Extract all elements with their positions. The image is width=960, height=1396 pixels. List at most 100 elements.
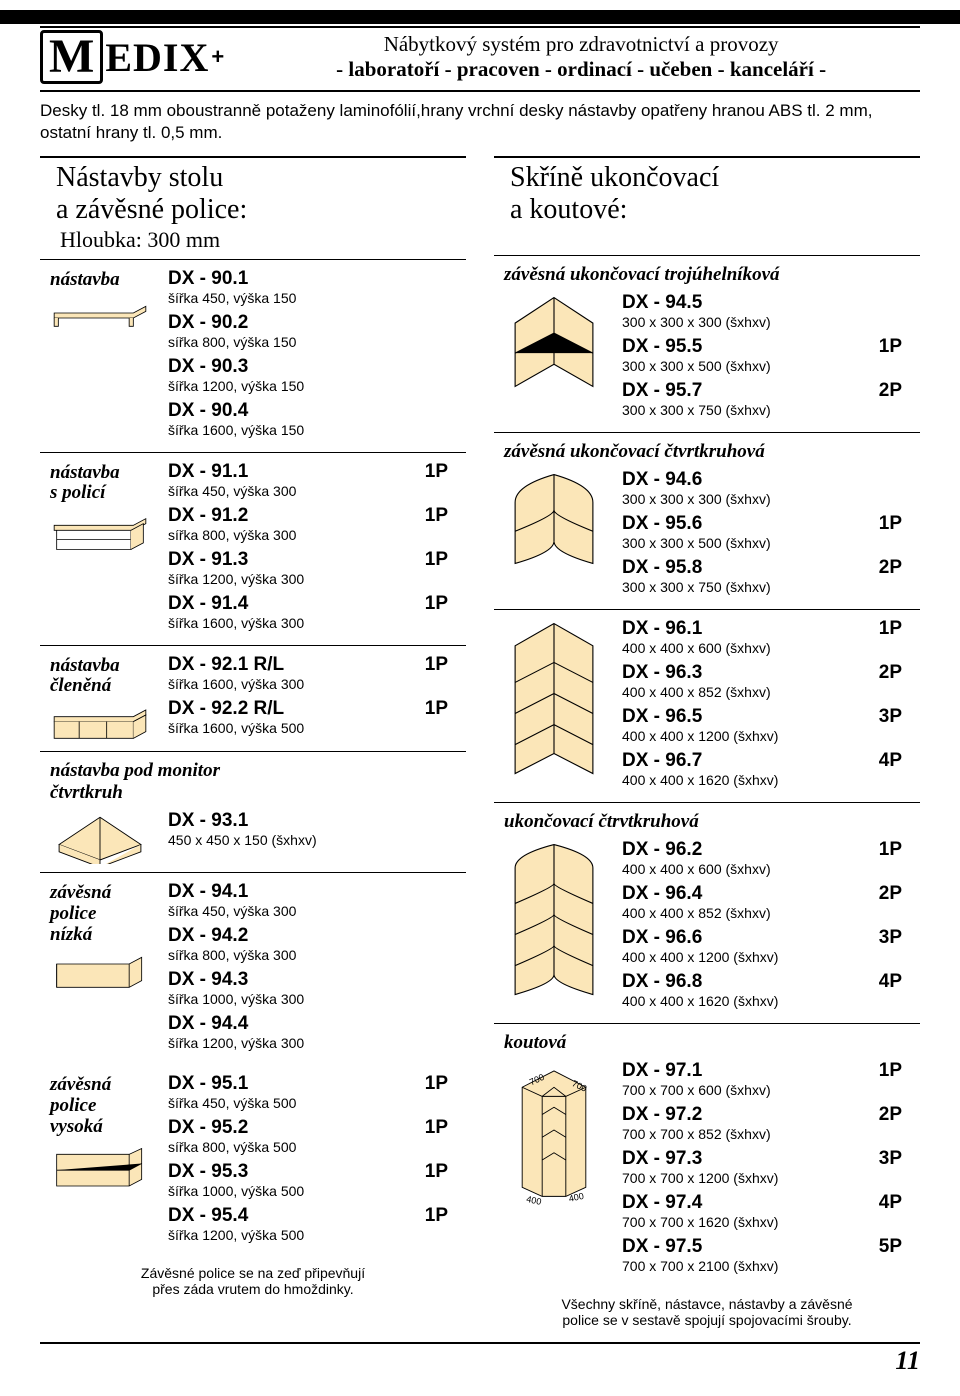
product-code: DX - 91.3 (168, 549, 248, 571)
columns: Nástavby stolua závěsné police: Hloubka:… (40, 156, 920, 1327)
product-code: DX - 95.6 (622, 513, 702, 535)
right-footnote: Všechny skříně, nástavce, nástavby a záv… (494, 1288, 920, 1328)
section-icon-hold (494, 469, 612, 601)
svg-text:400: 400 (525, 1194, 542, 1205)
shelf-count-badge: 2P (879, 883, 920, 905)
shelf-count-badge: 1P (879, 513, 920, 535)
left-title: Nástavby stolua závěsné police: (40, 158, 466, 226)
shelf-count-badge: 1P (425, 1117, 466, 1139)
product-row: DX - 94.3 (168, 969, 466, 991)
shelf-count-badge: 2P (879, 557, 920, 579)
shelf-count-badge: 1P (879, 839, 920, 861)
product-row: DX - 92.1 R/L 1P (168, 654, 466, 676)
shelf-count-badge: 1P (425, 654, 466, 676)
quarter-top-icon (50, 810, 150, 865)
product-row: DX - 96.2 1P (622, 839, 920, 861)
product-dim: šířka 1000, výška 500 (168, 1183, 466, 1199)
product-dim: sířka 800, výška 150 (168, 334, 466, 350)
product-dim: 400 x 400 x 1620 (šxhxv) (622, 993, 920, 1009)
product-row: DX - 94.5 (622, 292, 920, 314)
product-dim: 300 x 300 x 300 (šxhxv) (622, 491, 920, 507)
svg-text:400: 400 (568, 1190, 585, 1203)
left-footnote: Závěsné police se na zeď připevňujípřes … (40, 1257, 466, 1297)
product-code: DX - 91.1 (168, 461, 248, 483)
section-label: závěsná ukončovací trojúhelníková (494, 264, 920, 292)
brand-logo: M EDIX + (40, 30, 224, 84)
product-dim: 700 x 700 x 852 (šxhxv) (622, 1126, 920, 1142)
section: závěsná ukončovací trojúhelníková DX - 9… (494, 255, 920, 432)
product-row: DX - 96.8 4P (622, 971, 920, 993)
shelf-double-icon (50, 512, 150, 558)
section-icon-hold: 700700400400 (494, 1060, 612, 1280)
product-dim: sířka 800, výška 300 (168, 947, 466, 963)
section: závěsnápolicevysoká DX - 95.1 1P šířka 4… (40, 1065, 466, 1257)
product-dim: sířka 800, výška 300 (168, 527, 466, 543)
product-code: DX - 97.2 (622, 1104, 702, 1126)
shelf-simple-icon (50, 298, 150, 331)
right-column: Skříně ukončovacía koutové: závěsná ukon… (494, 156, 920, 1327)
product-dim: šířka 1200, výška 300 (168, 1035, 466, 1051)
product-dim: šířka 450, výška 300 (168, 483, 466, 499)
top-rule (0, 10, 960, 24)
product-row: DX - 94.1 (168, 881, 466, 903)
product-code: DX - 96.5 (622, 706, 702, 728)
section: závěsnápolicenízká DX - 94.1 šířka 450, … (40, 872, 466, 1065)
product-row: DX - 97.1 1P (622, 1060, 920, 1082)
triangle-shelf-icon (504, 292, 604, 398)
product-code: DX - 95.7 (622, 380, 702, 402)
shelf-open-low-icon (50, 954, 150, 994)
product-dim: 700 x 700 x 600 (šxhxv) (622, 1082, 920, 1098)
product-row: DX - 96.6 3P (622, 927, 920, 949)
shelf-count-badge: 4P (879, 750, 920, 772)
product-row: DX - 93.1 (168, 810, 466, 832)
section: nástavbas policí DX - 91.1 1P šířka 450,… (40, 452, 466, 645)
product-row: DX - 96.4 2P (622, 883, 920, 905)
corner-cabinet-icon: 700700400400 (504, 1060, 604, 1205)
product-code: DX - 94.1 (168, 881, 248, 903)
product-dim: šířka 1600, výška 300 (168, 615, 466, 631)
section-label: nástavbačleněná (40, 654, 158, 743)
tagline-1: Nábytkový systém pro zdravotnictví a pro… (242, 32, 920, 57)
product-dim: 400 x 400 x 1200 (šxhxv) (622, 728, 920, 744)
tagline-2: - laboratoří - pracoven - ordinací - uče… (242, 57, 920, 82)
product-row: DX - 94.6 (622, 469, 920, 491)
product-dim: šířka 450, výška 150 (168, 290, 466, 306)
product-row: DX - 96.5 3P (622, 706, 920, 728)
product-dim: 300 x 300 x 500 (šxhxv) (622, 358, 920, 374)
shelf-count-badge: 2P (879, 662, 920, 684)
product-dim: sířka 800, výška 500 (168, 1139, 466, 1155)
product-row: DX - 90.4 (168, 400, 466, 422)
shelf-count-badge: 1P (425, 549, 466, 571)
product-code: DX - 97.3 (622, 1148, 702, 1170)
product-code: DX - 97.1 (622, 1060, 702, 1082)
product-code: DX - 96.7 (622, 750, 702, 772)
section-icon-hold (40, 810, 158, 865)
shelf-open-high-icon (50, 1146, 150, 1192)
product-dim: 700 x 700 x 1200 (šxhxv) (622, 1170, 920, 1186)
product-row: DX - 96.3 2P (622, 662, 920, 684)
product-code: DX - 93.1 (168, 810, 248, 832)
product-code: DX - 94.5 (622, 292, 702, 314)
product-row: DX - 97.4 4P (622, 1192, 920, 1214)
product-dim: šířka 1600, výška 300 (168, 676, 466, 692)
left-column: Nástavby stolua závěsné police: Hloubka:… (40, 156, 466, 1327)
product-row: DX - 92.2 R/L 1P (168, 698, 466, 720)
quarter-shelf-small-icon (504, 469, 604, 575)
shelf-count-badge: 5P (879, 1236, 920, 1258)
product-code: DX - 96.3 (622, 662, 702, 684)
product-row: DX - 90.3 (168, 356, 466, 378)
product-dim: 400 x 400 x 852 (šxhxv) (622, 684, 920, 700)
product-code: DX - 92.1 R/L (168, 654, 284, 676)
product-code: DX - 95.8 (622, 557, 702, 579)
product-code: DX - 96.8 (622, 971, 702, 993)
product-row: DX - 97.5 5P (622, 1236, 920, 1258)
product-row: DX - 91.1 1P (168, 461, 466, 483)
product-code: DX - 90.1 (168, 268, 248, 290)
product-dim: šířka 1200, výška 150 (168, 378, 466, 394)
shelf-count-badge: 1P (425, 505, 466, 527)
product-code: DX - 96.4 (622, 883, 702, 905)
section: závěsná ukončovací čtvrtkruhová DX - 94.… (494, 432, 920, 609)
section-label: závěsná ukončovací čtvrtkruhová (494, 441, 920, 469)
product-code: DX - 97.5 (622, 1236, 702, 1258)
shelf-count-badge: 2P (879, 1104, 920, 1126)
